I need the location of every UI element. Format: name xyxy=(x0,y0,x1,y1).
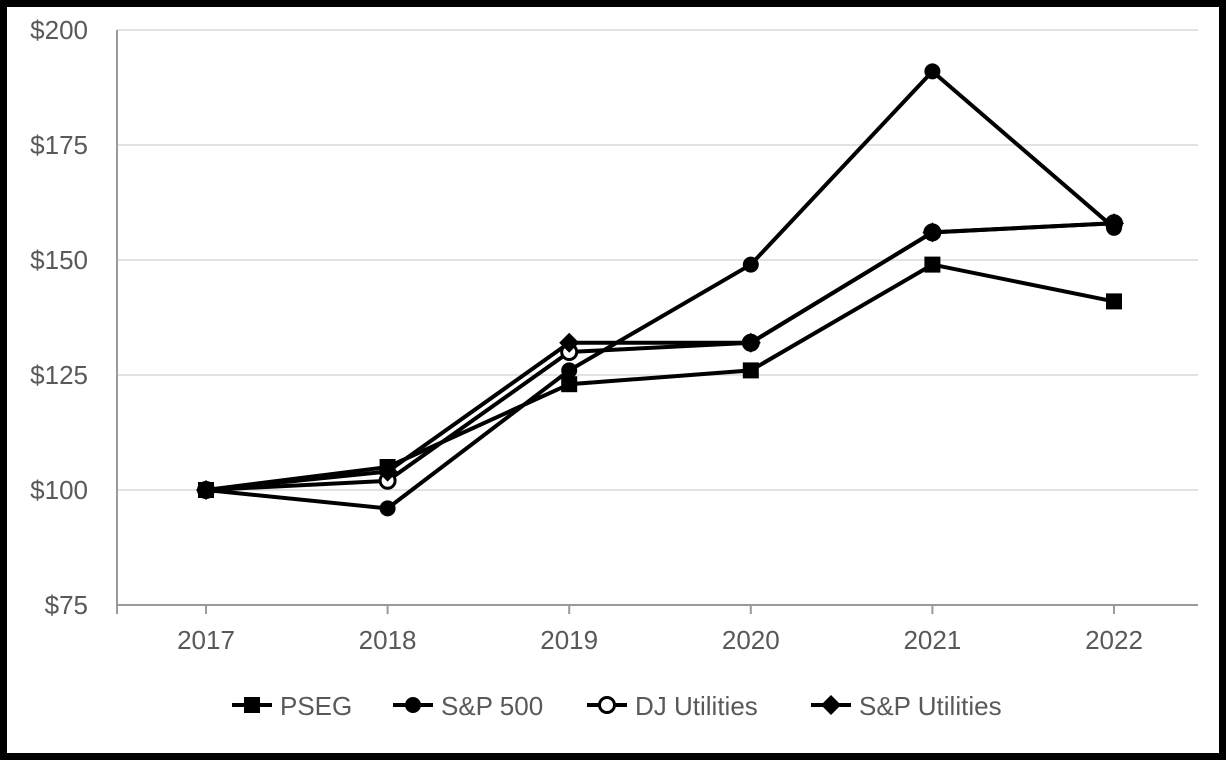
legend-label-pseg: PSEG xyxy=(280,691,352,721)
marker-s-p-500 xyxy=(379,500,396,517)
marker-pseg xyxy=(924,256,941,273)
marker-s-p-500 xyxy=(924,63,941,80)
marker-pseg xyxy=(1106,293,1122,310)
x-tick-label: 2018 xyxy=(359,625,417,655)
marker-s-p-utilities xyxy=(196,480,216,500)
series-line-pseg xyxy=(205,262,1115,492)
y-tick-label: $175 xyxy=(30,130,88,160)
y-tick-label: $200 xyxy=(30,15,88,45)
marker-s-p-utilities xyxy=(740,332,761,353)
y-tick-label: $100 xyxy=(30,475,88,505)
marker-legend-pseg xyxy=(244,697,260,713)
series-line-s-p-500 xyxy=(205,68,1116,511)
marker-s-p-utilities xyxy=(559,332,580,353)
marker-pseg xyxy=(561,376,578,393)
series-line-s-p-utilities xyxy=(205,221,1115,492)
marker-legend-s-p-utilities xyxy=(821,695,841,715)
marker-s-p-utilities xyxy=(1104,213,1124,234)
y-tick-label: $150 xyxy=(30,245,88,275)
marker-s-p-utilities xyxy=(377,461,398,482)
x-tick-label: 2021 xyxy=(903,625,961,655)
legend-label-dj-utilities: DJ Utilities xyxy=(635,691,758,721)
x-tick-label: 2022 xyxy=(1085,625,1143,655)
marker-s-p-500 xyxy=(561,362,578,379)
marker-s-p-500 xyxy=(742,256,759,273)
y-tick-label: $75 xyxy=(45,590,88,620)
x-tick-label: 2017 xyxy=(177,625,235,655)
legend-label-s-p-500: S&P 500 xyxy=(441,691,543,721)
y-tick-label: $125 xyxy=(30,360,88,390)
marker-pseg xyxy=(742,362,759,379)
legend-label-s-p-utilities: S&P Utilities xyxy=(859,691,1002,721)
x-tick-label: 2019 xyxy=(540,625,598,655)
marker-legend-dj-utilities xyxy=(598,696,616,714)
marker-legend-s-p-500 xyxy=(405,697,421,713)
marker-s-p-utilities xyxy=(922,222,943,243)
x-tick-label: 2020 xyxy=(722,625,780,655)
